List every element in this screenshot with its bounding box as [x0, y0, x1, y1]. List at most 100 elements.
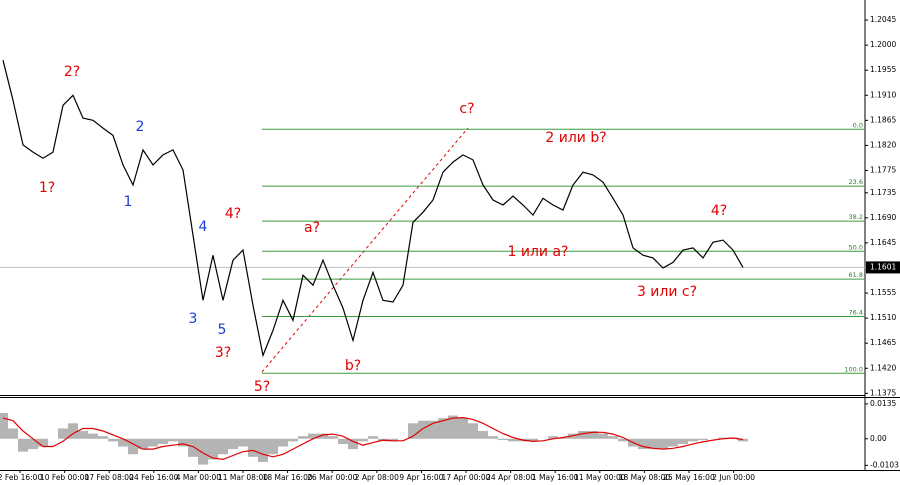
- histogram-bar: [468, 423, 478, 439]
- x-tick-label: 17 Feb 08:00: [85, 473, 134, 482]
- histogram-bar: [88, 433, 98, 439]
- histogram-bar: [598, 433, 608, 439]
- wave-label: 3 или c?: [637, 284, 697, 300]
- histogram-bar: [438, 418, 448, 439]
- y-tick-label: 1.1420: [870, 363, 896, 372]
- histogram-bar: [0, 412, 8, 439]
- histogram-bar: [648, 438, 658, 450]
- histogram-bar: [418, 420, 428, 439]
- histogram-bar: [478, 431, 488, 439]
- histogram-bar: [58, 428, 68, 439]
- histogram-bar: [298, 436, 308, 439]
- wave-label: 1?: [39, 180, 55, 196]
- wave-label: 4: [199, 219, 208, 235]
- histogram-bar: [408, 423, 418, 439]
- histogram-bar: [498, 438, 508, 441]
- histogram-bar: [618, 438, 628, 442]
- histogram-bar: [18, 438, 28, 452]
- histogram-bar: [488, 436, 498, 439]
- histogram-bar: [138, 438, 148, 450]
- histogram-bar: [508, 438, 518, 442]
- x-tick-label: 1 May 16:00: [532, 473, 579, 482]
- histogram-bar: [158, 438, 168, 444]
- histogram-bar: [198, 438, 208, 465]
- y-tick-label: -0.0103: [870, 460, 899, 469]
- histogram-bar: [458, 418, 468, 439]
- histogram-bar: [228, 438, 238, 450]
- wave-label: 3: [189, 311, 198, 327]
- histogram-bar: [348, 438, 358, 450]
- histogram-bar: [308, 433, 318, 439]
- price-line: [2, 60, 744, 358]
- wave-label: 5: [218, 322, 227, 338]
- x-tick-label: 24 Feb 16:00: [129, 473, 178, 482]
- wave-label: 2?: [64, 64, 80, 80]
- histogram-bar: [358, 438, 368, 442]
- x-tick-label: 9 Apr 16:00: [399, 473, 443, 482]
- y-tick-label: 0.0135: [870, 399, 896, 408]
- y-tick-label: 1.1465: [870, 338, 896, 347]
- y-tick-label: 1.2000: [870, 40, 896, 49]
- histogram-bar: [98, 436, 108, 439]
- histogram-bar: [578, 431, 588, 439]
- x-tick-label: 26 Mar 00:00: [307, 473, 357, 482]
- histogram-bar: [148, 438, 158, 447]
- x-tick-label: 4 Mar 00:00: [176, 473, 222, 482]
- histogram-bar: [128, 438, 138, 455]
- x-tick-label: 25 May 16:00: [663, 473, 715, 482]
- wave-label: 4?: [711, 203, 727, 219]
- x-tick-label: 2 Jun 00:00: [712, 473, 755, 482]
- histogram-bar: [268, 438, 278, 455]
- histogram-bar: [528, 438, 538, 442]
- y-tick-label: 1.1775: [870, 165, 896, 174]
- x-tick-label: 18 May 08:00: [619, 473, 671, 482]
- histogram-bar: [588, 431, 598, 439]
- histogram-bar: [388, 438, 398, 442]
- histogram-bar: [718, 437, 728, 439]
- x-tick-label: 2 Feb 16:00: [0, 473, 42, 482]
- fib-label: 100.0: [844, 365, 863, 373]
- x-tick-label: 10 Feb 00:00: [40, 473, 89, 482]
- y-tick-label: 1.1375: [870, 388, 896, 397]
- fib-label: 38.2: [849, 213, 863, 221]
- histogram-bar: [258, 438, 268, 462]
- y-tick-label: 0.00: [870, 434, 887, 443]
- fib-trendline: [261, 127, 469, 373]
- histogram-bar: [668, 438, 678, 447]
- current-price-label: 1.1601: [870, 262, 896, 271]
- histogram-bar: [548, 436, 558, 439]
- x-tick-label: 11 Mar 08:00: [218, 473, 268, 482]
- histogram-bar: [78, 431, 88, 439]
- histogram-bar: [638, 438, 648, 450]
- y-tick-label: 1.1735: [870, 188, 896, 197]
- y-tick-label: 1.1955: [870, 65, 896, 74]
- wave-label: 3?: [215, 345, 231, 361]
- wave-label: 1 или a?: [508, 244, 569, 260]
- wave-label: 1: [124, 194, 133, 210]
- x-tick-label: 2 Apr 08:00: [355, 473, 399, 482]
- y-tick-label: 1.1510: [870, 313, 896, 322]
- fib-label: 76.4: [849, 308, 863, 316]
- wave-label: c?: [459, 101, 474, 117]
- y-tick-label: 1.1820: [870, 140, 896, 149]
- x-tick-label: 18 Mar 16:00: [263, 473, 313, 482]
- histogram-bar: [218, 438, 228, 455]
- x-tick-label: 24 Apr 08:00: [486, 473, 535, 482]
- y-tick-label: 1.1645: [870, 238, 896, 247]
- signal-line: [2, 416, 744, 461]
- histogram-bar: [118, 438, 128, 447]
- histogram-bar: [68, 423, 78, 439]
- histogram-bar: [8, 428, 18, 439]
- current-price-box: [866, 261, 900, 274]
- histogram-bar: [168, 438, 178, 442]
- wave-label: 5?: [254, 379, 270, 395]
- y-tick-label: 1.1865: [870, 115, 896, 124]
- x-tick-label: 17 Apr 00:00: [442, 473, 491, 482]
- histogram-bar: [428, 420, 438, 439]
- histogram-bar: [328, 436, 338, 439]
- fib-label: 0.0: [853, 121, 863, 129]
- histogram-bar: [368, 436, 378, 439]
- wave-label: a?: [304, 220, 320, 236]
